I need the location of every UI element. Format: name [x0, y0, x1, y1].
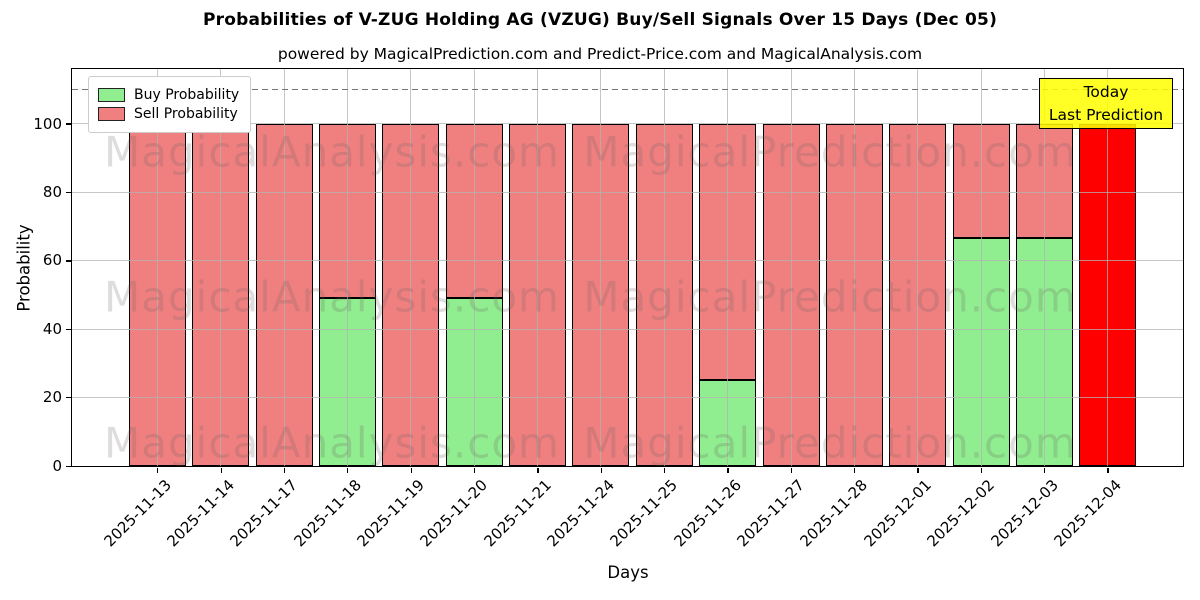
- today-annotation: Today Last Prediction: [1039, 78, 1173, 129]
- plot-area: MagicalAnalysis.com MagicalPrediction.com…: [71, 68, 1184, 468]
- x-tick-label-text: 2025-12-03: [987, 476, 1062, 551]
- v-gridline: [283, 69, 285, 466]
- h-gridline: [72, 260, 1183, 262]
- chart-subtitle: powered by MagicalPrediction.com and Pre…: [277, 45, 923, 63]
- x-tick-label-text: 2025-11-21: [480, 476, 555, 551]
- x-tick-label-text: 2025-11-14: [163, 476, 238, 551]
- y-tick-label: 20: [42, 388, 62, 407]
- v-gridline: [410, 69, 412, 466]
- y-tick-mark: [66, 465, 72, 467]
- x-tick-mark: [600, 467, 602, 473]
- x-tick-mark: [980, 467, 982, 473]
- x-tick-mark: [347, 467, 349, 473]
- h-gridline: [72, 328, 1183, 330]
- v-gridline: [347, 69, 349, 466]
- v-gridline: [727, 69, 729, 466]
- y-tick-mark: [66, 123, 72, 125]
- x-tick-label-text: 2025-11-17: [226, 476, 302, 551]
- x-tick-mark: [854, 467, 856, 473]
- v-gridline: [663, 69, 665, 466]
- v-gridline: [600, 69, 602, 466]
- buy-swatch: [98, 88, 125, 102]
- chart-title: Probabilities of V-ZUG Holding AG (VZUG)…: [202, 10, 998, 30]
- sell-swatch: [98, 107, 125, 121]
- y-tick-label: 60: [42, 251, 62, 270]
- x-tick-mark: [157, 467, 159, 473]
- v-gridline: [790, 69, 792, 466]
- y-tick-mark: [66, 328, 72, 331]
- watermark-text: MagicalAnalysis.com: [104, 418, 560, 468]
- x-tick-label-text: 2025-12-02: [923, 476, 999, 551]
- h-gridline: [72, 191, 1183, 193]
- v-gridline: [980, 69, 982, 466]
- threshold-dashed-line: [72, 88, 1183, 91]
- x-tick-mark: [473, 467, 476, 473]
- x-tick-label-text: 2025-11-13: [100, 476, 175, 551]
- x-tick-label-text: 2025-11-25: [606, 476, 682, 551]
- x-tick-mark: [220, 467, 222, 473]
- v-gridline: [853, 69, 855, 466]
- x-tick-label-text: 2025-12-01: [860, 476, 935, 551]
- y-axis-label: Probability: [14, 224, 34, 312]
- x-tick-mark: [537, 467, 539, 473]
- x-tick-label-text: 2025-11-19: [353, 476, 428, 551]
- x-tick-label-text: 2025-11-26: [670, 476, 745, 551]
- x-tick-mark: [917, 467, 919, 473]
- y-tick-mark: [66, 191, 72, 194]
- today-annotation-line1: Today: [1083, 82, 1129, 101]
- legend-label-buy: Buy Probability: [134, 87, 240, 103]
- h-gridline: [72, 123, 1183, 125]
- watermark-text: MagicalPrediction.com: [583, 418, 1077, 468]
- x-tick-mark: [663, 467, 666, 473]
- x-tick-label-text: 2025-11-24: [543, 476, 618, 551]
- watermark-text: MagicalPrediction.com: [583, 127, 1077, 177]
- v-gridline: [157, 69, 158, 466]
- x-tick-mark: [727, 467, 729, 473]
- v-gridline: [1107, 69, 1109, 466]
- x-tick-label-text: 2025-11-18: [290, 476, 365, 551]
- v-gridline: [473, 69, 475, 466]
- y-tick-mark: [66, 260, 72, 262]
- legend-item-sell: Sell Probability: [98, 106, 239, 122]
- x-axis-label: Days: [607, 563, 649, 582]
- legend-label-sell: Sell Probability: [134, 106, 238, 122]
- watermark-text: MagicalAnalysis.com: [104, 272, 560, 322]
- x-tick-mark: [410, 467, 412, 473]
- y-tick-mark: [66, 397, 72, 399]
- v-gridline: [1043, 69, 1045, 466]
- x-tick-label-text: 2025-11-20: [416, 476, 492, 551]
- v-gridline: [917, 69, 919, 466]
- today-annotation-line2: Last Prediction: [1048, 105, 1164, 124]
- legend-item-buy: Buy Probability: [98, 87, 239, 103]
- y-tick-label: 0: [52, 456, 62, 475]
- watermark-text: MagicalPrediction.com: [583, 272, 1077, 322]
- y-tick-label: 80: [42, 183, 62, 201]
- v-gridline: [220, 69, 222, 466]
- h-gridline: [72, 397, 1183, 399]
- x-tick-mark: [283, 467, 286, 473]
- legend: Buy Probability Sell Probability: [88, 76, 252, 133]
- x-tick-mark: [1107, 467, 1109, 473]
- v-gridline: [537, 69, 539, 466]
- y-tick-label: 100: [33, 114, 62, 133]
- x-tick-mark: [1044, 467, 1046, 473]
- x-tick-label-text: 2025-11-28: [796, 476, 872, 551]
- y-tick-label: 40: [42, 319, 62, 338]
- watermark-text: MagicalAnalysis.com: [104, 127, 560, 177]
- x-tick-mark: [790, 467, 792, 473]
- x-tick-label-text: 2025-11-27: [733, 476, 809, 551]
